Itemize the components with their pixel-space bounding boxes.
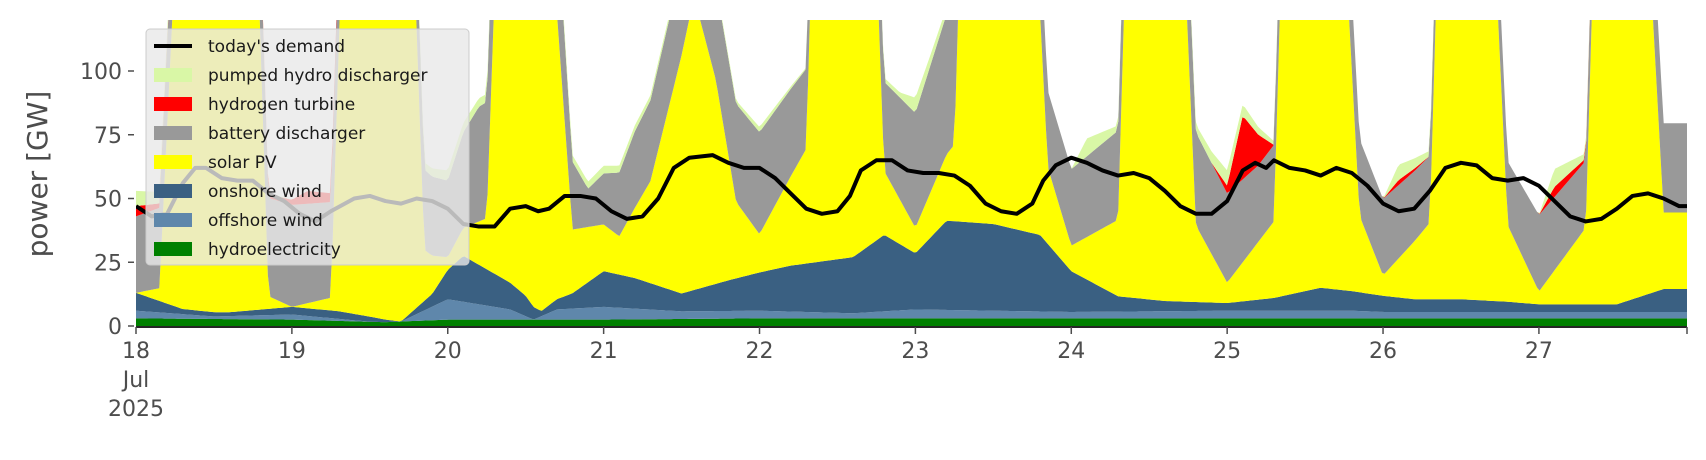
- legend-label-offshore-wind: offshore wind: [208, 211, 323, 231]
- x-tick-label: 24: [1057, 339, 1085, 364]
- legend-label-hydroelectricity: hydroelectricity: [208, 240, 341, 260]
- x-tick-label: 20: [434, 339, 462, 364]
- area-hydroelectricity: [136, 318, 1687, 326]
- y-tick-label: 0: [108, 315, 122, 340]
- x-tick-label: 19: [278, 339, 306, 364]
- x-tick-label: 26: [1369, 339, 1397, 364]
- legend-swatch-pumped-hydro-discharger: [154, 68, 192, 82]
- x-tick-label: 23: [901, 339, 929, 364]
- area-offshore-wind: [136, 299, 1687, 323]
- legend-box: [145, 28, 470, 266]
- legend-swatch-battery-discharger: [154, 126, 192, 140]
- legend-swatch-onshore-wind: [154, 184, 192, 198]
- legend-label-today-s-demand: today's demand: [208, 37, 345, 57]
- legend-swatch-solar-pv: [154, 155, 192, 169]
- legend: today's demand pumped hydro discharger hyd…: [145, 28, 470, 266]
- legend-swatch-hydrogen-turbine: [154, 97, 192, 111]
- x-tick-label: 27: [1525, 339, 1553, 364]
- stacked-areas: [136, 20, 1687, 326]
- y-tick-label: 50: [94, 188, 122, 213]
- x-tick-label: 22: [746, 339, 774, 364]
- area-onshore-wind: [136, 220, 1687, 323]
- legend-label-onshore-wind: onshore wind: [208, 182, 322, 202]
- area-battery-discharger: [136, 20, 1687, 307]
- y-axis-title: power [GW]: [21, 91, 54, 258]
- legend-swatch-hydroelectricity: [154, 242, 192, 256]
- legend-label-hydrogen-turbine: hydrogen turbine: [208, 95, 355, 115]
- y-tick-label: 25: [94, 251, 122, 276]
- x-tick-label: 18 Jul 2025: [108, 339, 164, 422]
- legend-label-solar-pv: solar PV: [208, 153, 277, 173]
- axes: 0 25 50 75 100 18 Jul 2025 19 20 21 22 23 24 25 26 27: [80, 60, 1688, 422]
- y-tick-label: 75: [94, 124, 122, 149]
- area-solar-pv: [136, 20, 1687, 322]
- x-tick-label: 21: [590, 339, 618, 364]
- y-tick-label: 100: [80, 60, 122, 85]
- legend-label-battery-discharger: battery discharger: [208, 124, 365, 144]
- legend-swatch-offshore-wind: [154, 213, 192, 227]
- legend-label-pumped-hydro-discharger: pumped hydro discharger: [208, 66, 427, 86]
- x-tick-label: 25: [1213, 339, 1241, 364]
